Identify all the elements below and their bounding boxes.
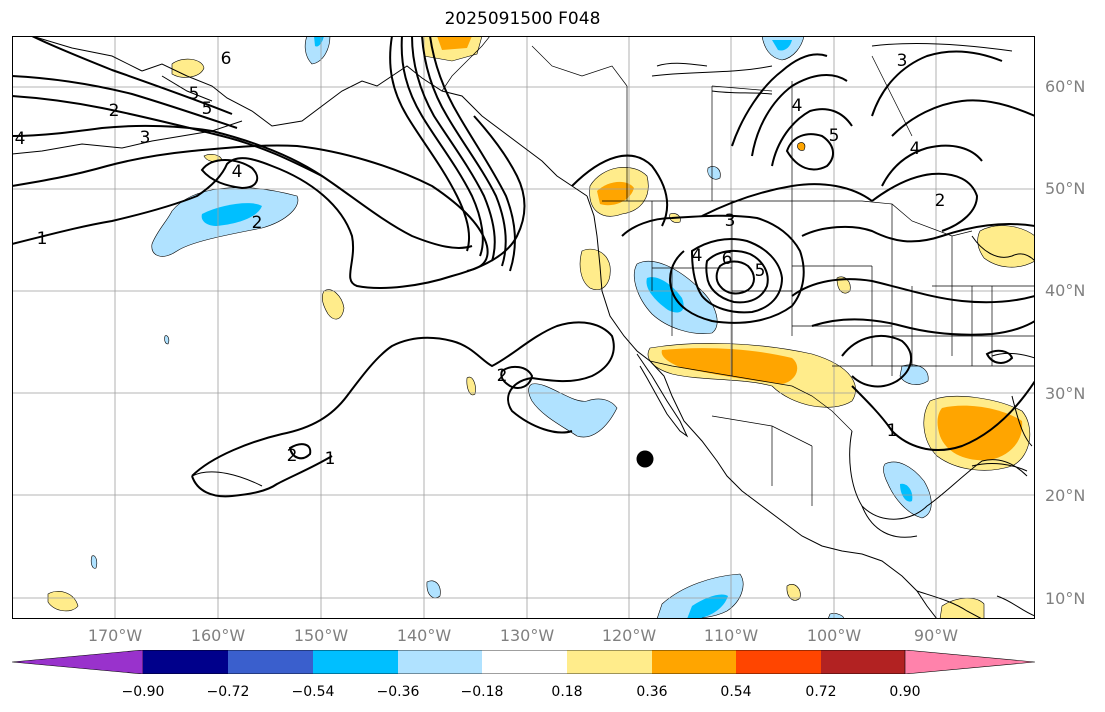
contour-label: 4 — [792, 96, 803, 116]
colorbar-segment-3 — [313, 650, 398, 674]
lat-label: 10°N — [1045, 589, 1086, 608]
colorbar-segment-5 — [482, 650, 567, 674]
contour-labels: 1 2 3 4 5 6 1 2 2 3 4 6 5 4 5 4 2 3 1 4 … — [15, 49, 946, 469]
negative-anomaly-shading — [90, 36, 932, 619]
contour-label: 2 — [935, 191, 946, 211]
contour-label: 4 — [692, 246, 703, 266]
colorbar-segment-6 — [567, 650, 652, 674]
lat-label: 60°N — [1045, 77, 1086, 96]
contour-label: 4 — [232, 162, 243, 182]
lon-label: 120°W — [601, 626, 657, 645]
colorbar-label: −0.90 — [121, 684, 165, 700]
contour-label: 3 — [140, 128, 151, 148]
map-title: 2025091500 F048 — [444, 9, 601, 29]
colorbar-label: 0.36 — [636, 684, 668, 700]
contour-label: 5 — [755, 261, 766, 281]
weather-map[interactable]: 1 2 3 4 5 6 1 2 2 3 4 6 5 4 5 4 2 3 1 4 … — [12, 36, 1035, 619]
colorbar-label: −0.54 — [291, 684, 335, 700]
colorbar-label: −0.18 — [460, 684, 504, 700]
storm-marker[interactable] — [636, 450, 654, 468]
contour-label: 5 — [202, 99, 213, 119]
colorbar-segment-1 — [143, 650, 228, 674]
lat-label: 50°N — [1045, 179, 1086, 198]
lat-label: 20°N — [1045, 486, 1086, 505]
colorbar-label: −0.72 — [206, 684, 250, 700]
contour-label: 1 — [325, 449, 336, 469]
lat-label: 30°N — [1045, 384, 1086, 403]
colorbar-segment-8 — [736, 650, 821, 674]
colorbar-segment-4 — [398, 650, 482, 674]
contour-label: 5 — [189, 84, 200, 104]
lon-label: 110°W — [703, 626, 759, 645]
contour-label: 2 — [252, 213, 263, 233]
lon-label: 140°W — [396, 626, 452, 645]
contour-label: 2 — [287, 446, 298, 466]
colorbar-segment-0 — [12, 650, 144, 674]
colorbar — [12, 650, 1035, 674]
contour-label: 4 — [910, 139, 921, 159]
colorbar-label: 0.72 — [805, 684, 837, 700]
lon-label: 160°W — [190, 626, 246, 645]
map-frame — [12, 36, 1035, 619]
contour-label: 2 — [497, 366, 508, 386]
colorbar-label: 0.90 — [889, 684, 921, 700]
contour-label: 2 — [109, 101, 120, 121]
contour-label: 1 — [887, 421, 898, 441]
contour-label: 6 — [722, 249, 733, 269]
contour-label: 3 — [897, 51, 908, 71]
colorbar-label: −0.36 — [376, 684, 420, 700]
contour-label: 4 — [15, 129, 26, 149]
positive-anomaly-shading — [47, 36, 1035, 619]
gridlines — [12, 36, 1035, 619]
colorbar-segment-7 — [652, 650, 736, 674]
colorbar-label: 0.18 — [551, 684, 583, 700]
lon-label: 130°W — [499, 626, 555, 645]
contour-label: 1 — [37, 229, 48, 249]
colorbar-segment-9 — [821, 650, 905, 674]
colorbar-segment-2 — [228, 650, 313, 674]
lon-label: 170°W — [87, 626, 143, 645]
contour-lines — [12, 36, 1035, 498]
contour-label: 5 — [829, 126, 840, 146]
lat-label: 40°N — [1045, 281, 1086, 300]
colorbar-label: 0.54 — [720, 684, 752, 700]
lon-label: 100°W — [806, 626, 862, 645]
contour-label: 6 — [221, 49, 232, 69]
contour-label: 3 — [725, 211, 736, 231]
ocean-background — [12, 36, 1035, 619]
lon-label: 150°W — [293, 626, 349, 645]
political-borders — [441, 36, 1035, 506]
lon-label: 90°W — [913, 626, 959, 645]
colorbar-segment-10 — [904, 650, 1035, 674]
coastlines — [12, 36, 1035, 619]
